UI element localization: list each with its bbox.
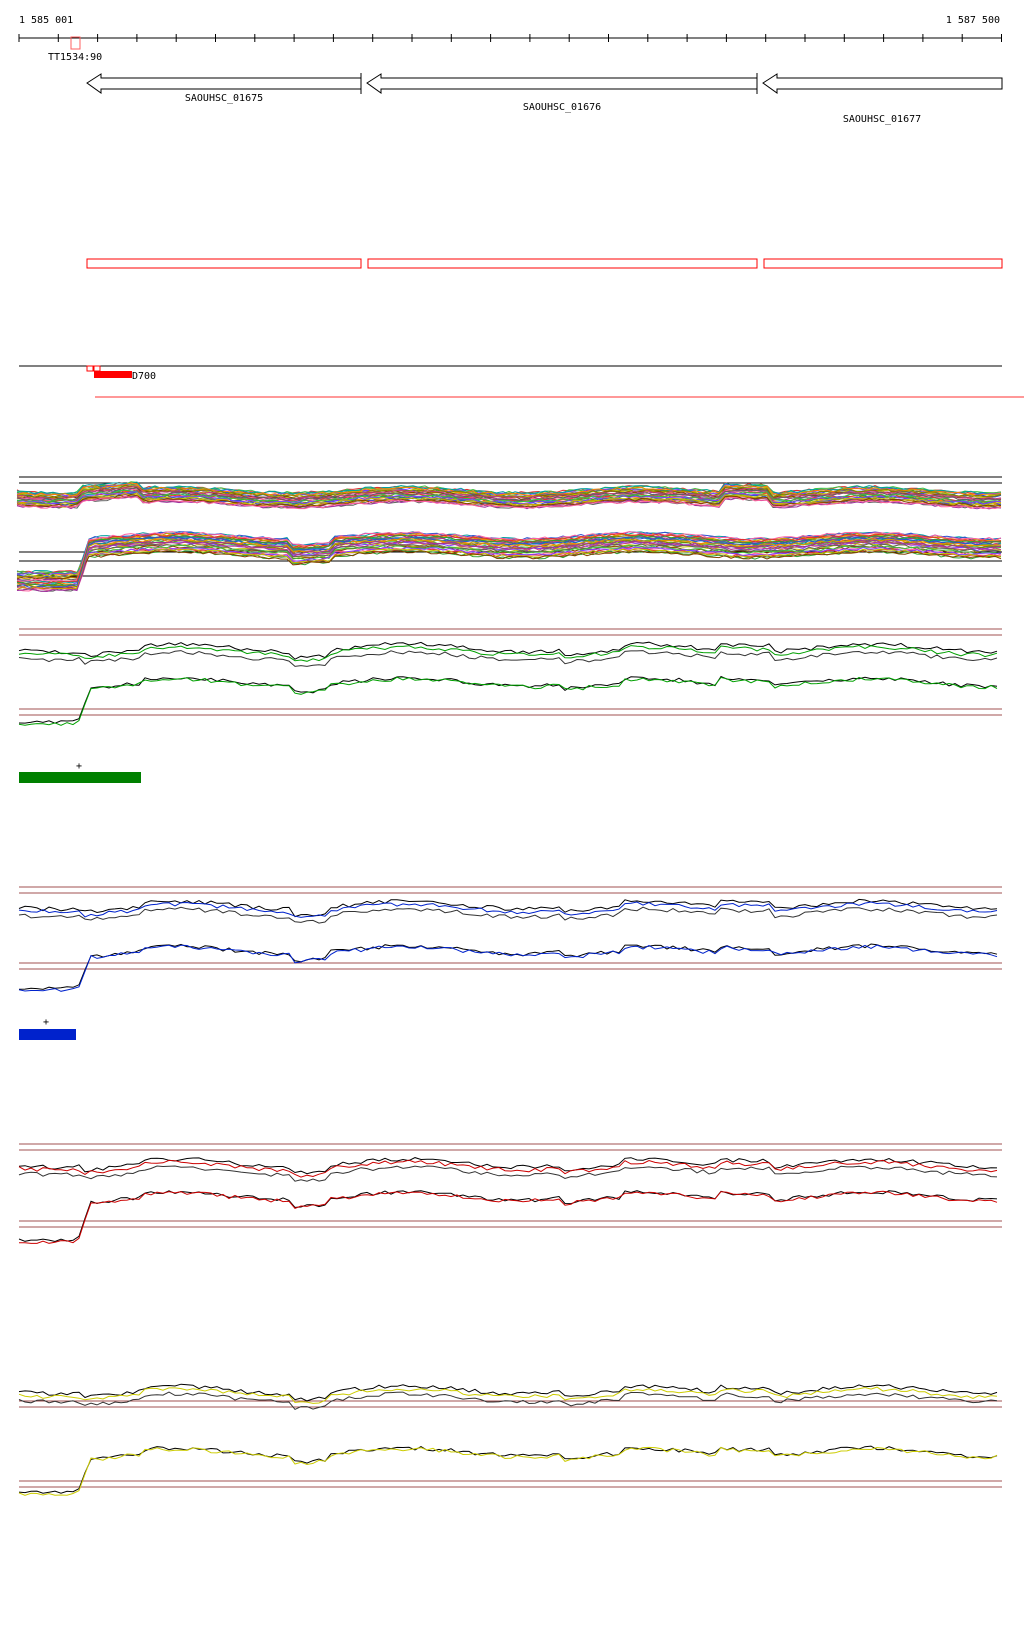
lower-condition-trace	[16, 536, 1002, 588]
ruler-end-label: 1 587 500	[946, 15, 1000, 26]
lower-trace-black	[18, 943, 998, 990]
upper-trace-gray	[18, 1391, 998, 1411]
upper-condition-trace	[16, 484, 1002, 499]
gene-box[interactable]	[763, 258, 1003, 269]
blue-plus-mark: +	[43, 1017, 49, 1028]
lower-condition-trace	[16, 534, 1002, 586]
lower-trace-black	[18, 1445, 998, 1494]
upper-trace-gray	[18, 1165, 998, 1182]
green-bar[interactable]	[19, 772, 141, 783]
upper-trace-black	[18, 1157, 998, 1175]
lower-condition-trace	[16, 536, 1002, 580]
feature-label: D700	[132, 371, 156, 382]
upper-trace-gray	[18, 906, 998, 924]
blue-condition-marker[interactable]: +	[19, 1017, 76, 1040]
upper-trace-gray	[18, 650, 998, 667]
gene-box-track	[86, 258, 1003, 269]
gene-saouhsc-01675[interactable]: SAOUHSC_01675	[86, 73, 362, 104]
panel-green-condition	[18, 628, 1002, 726]
gene-label: SAOUHSC_01676	[523, 102, 601, 113]
lower-condition-trace	[16, 550, 1002, 580]
feature-small-box[interactable]	[86, 365, 94, 372]
lower-condition-trace	[16, 532, 1002, 584]
gene-label: SAOUHSC_01677	[843, 114, 921, 125]
green-plus-mark: +	[76, 761, 82, 772]
lower-condition-trace	[16, 548, 1002, 579]
gene-box[interactable]	[86, 258, 362, 269]
gene-arrow[interactable]	[86, 73, 362, 94]
upper-condition-trace	[16, 491, 1002, 505]
lower-trace-black	[18, 675, 998, 724]
lower-condition-trace	[16, 544, 1002, 574]
lower-condition-trace	[16, 542, 1002, 592]
lower-condition-trace	[16, 539, 1002, 593]
upper-trace-black	[18, 641, 998, 660]
upper-condition-trace	[16, 481, 1002, 495]
gene-saouhsc-01676[interactable]: SAOUHSC_01676	[366, 73, 758, 113]
panel-blue-condition	[18, 886, 1002, 992]
terminator-feature[interactable]: TT1534:90	[48, 36, 102, 63]
feature-bar[interactable]	[94, 371, 132, 378]
lower-trace-red	[19, 1190, 998, 1244]
gene-track: SAOUHSC_01675 SAOUHSC_01676 SAOUHSC_0167…	[86, 73, 1003, 125]
upper-condition-trace	[16, 492, 1002, 507]
gene-arrow[interactable]	[366, 73, 758, 94]
gene-label: SAOUHSC_01675	[185, 93, 263, 104]
gene-box[interactable]	[367, 258, 758, 269]
upper-condition-trace	[16, 495, 1002, 510]
lower-trace-green	[18, 676, 998, 726]
lower-trace-yellow	[18, 1446, 998, 1496]
upper-trace-green	[18, 644, 998, 662]
panel-red-condition	[18, 1143, 1002, 1244]
blue-bar[interactable]	[19, 1029, 76, 1040]
gene-arrow[interactable]	[762, 73, 1003, 94]
upper-trace-blue	[18, 901, 998, 918]
lower-trace-black	[18, 1190, 998, 1243]
feature-track: D700	[19, 365, 1024, 398]
upper-trace-yellow	[18, 1386, 998, 1404]
ruler-ticks	[18, 34, 1002, 42]
terminator-label: TT1534:90	[48, 52, 102, 63]
upper-condition-trace	[16, 487, 1002, 502]
upper-trace-black	[18, 1383, 998, 1402]
lower-condition-trace	[16, 546, 1002, 592]
panel-yellow-condition	[18, 1383, 1002, 1496]
terminator-marker[interactable]	[70, 36, 81, 50]
lower-trace-blue	[18, 944, 998, 992]
lower-condition-trace	[16, 541, 1002, 590]
upper-condition-trace	[16, 493, 1002, 508]
upper-trace-red	[18, 1159, 998, 1178]
coordinate-ruler: 1 585 001 1 587 500	[18, 15, 1002, 42]
gene-saouhsc-01677[interactable]: SAOUHSC_01677	[762, 73, 1003, 125]
ruler-start-label: 1 585 001	[19, 15, 73, 26]
feature-small-box[interactable]	[93, 365, 101, 372]
green-condition-marker[interactable]: +	[19, 761, 141, 783]
panel-all-conditions	[16, 476, 1002, 593]
